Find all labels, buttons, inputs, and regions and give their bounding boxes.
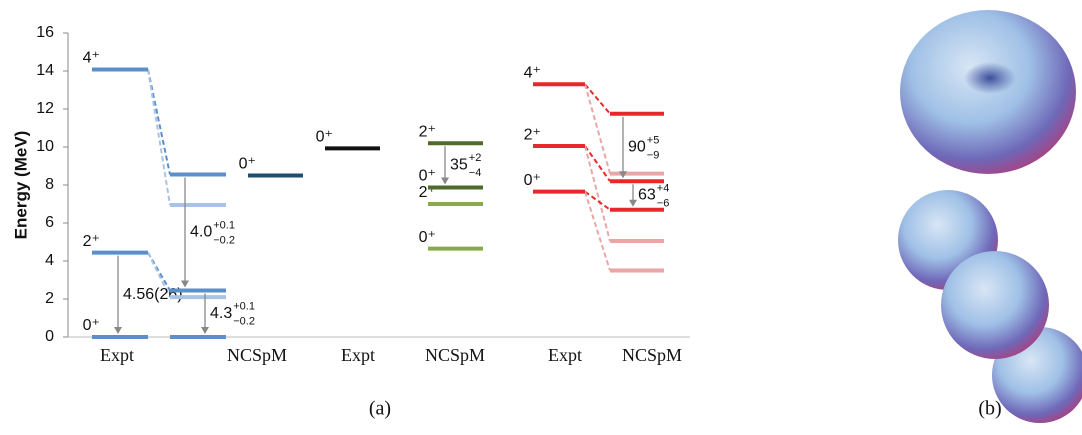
shape-dimple xyxy=(964,62,1016,94)
transition-lower-error: −9 xyxy=(647,149,660,161)
x-tick-label: NCSpM xyxy=(425,345,485,365)
y-tick-label: 2 xyxy=(45,290,54,307)
level-label: 0⁺ xyxy=(316,129,333,146)
x-tick-label: Expt xyxy=(548,345,582,365)
y-tick-label: 12 xyxy=(36,100,54,117)
x-tick-label: NCSpM xyxy=(227,345,287,365)
panel-label: (b) xyxy=(978,398,1001,420)
level-link xyxy=(584,145,611,242)
transition-label: 4.3 xyxy=(210,305,232,322)
level-link xyxy=(584,191,611,271)
level-link xyxy=(147,69,171,206)
y-tick-label: 0 xyxy=(45,328,54,345)
level-label: 2⁺ xyxy=(83,233,100,250)
arrow-head xyxy=(201,327,209,334)
y-tick-label: 14 xyxy=(36,62,54,79)
transition-lower-error: −0.2 xyxy=(213,234,235,246)
arrow-head xyxy=(629,199,637,207)
transition-lower-error: −4 xyxy=(469,167,482,179)
transition-upper-error: +4 xyxy=(657,182,670,194)
level-label: 0⁺ xyxy=(239,156,256,173)
transition-upper-error: +0.1 xyxy=(233,301,255,313)
x-tick-label: Expt xyxy=(341,345,375,365)
alpha-cluster xyxy=(941,251,1049,359)
transition-lower-error: −0.2 xyxy=(233,316,255,328)
y-tick-label: 8 xyxy=(45,176,54,193)
arrow-head xyxy=(181,280,189,288)
transition-label: 63 xyxy=(638,187,656,204)
x-tick-label: NCSpM xyxy=(622,345,682,365)
level-label: 0⁺ xyxy=(419,229,436,246)
y-tick-label: 6 xyxy=(45,214,54,231)
x-tick-label: Expt xyxy=(100,345,134,365)
level-link xyxy=(584,145,611,182)
transition-upper-error: +2 xyxy=(469,152,482,164)
transition-lower-error: −6 xyxy=(657,197,670,209)
level-link xyxy=(147,252,171,291)
level-label: 0⁺ xyxy=(83,317,100,334)
arrow-head xyxy=(441,177,449,185)
level-link xyxy=(584,190,611,211)
shapes xyxy=(898,10,1082,423)
panel-label: (a) xyxy=(369,398,391,420)
transition-upper-error: +0.1 xyxy=(213,219,235,231)
transition-upper-error: +5 xyxy=(647,134,660,146)
level-label: 0⁺ xyxy=(524,172,541,189)
transition-label: 4.56(26) xyxy=(123,286,183,303)
level-label: 4⁺ xyxy=(83,50,100,67)
level-label: 2⁺ xyxy=(524,126,541,143)
arrow-head xyxy=(619,171,627,179)
level-link xyxy=(147,252,171,298)
transition-label: 90 xyxy=(628,139,646,156)
y-tick-label: 10 xyxy=(36,138,54,155)
y-tick-label: 4 xyxy=(45,252,54,269)
level-link xyxy=(584,83,611,115)
level-label: 0⁺ xyxy=(419,168,436,185)
y-tick-label: 16 xyxy=(36,24,54,41)
transition-label: 4.0 xyxy=(190,224,212,241)
level-label: 4⁺ xyxy=(524,65,541,82)
level-label: 2⁺ xyxy=(419,123,436,140)
transition-label: 35 xyxy=(450,157,468,174)
arrow-head xyxy=(114,327,122,334)
y-axis-label: Energy (MeV) xyxy=(11,131,30,240)
